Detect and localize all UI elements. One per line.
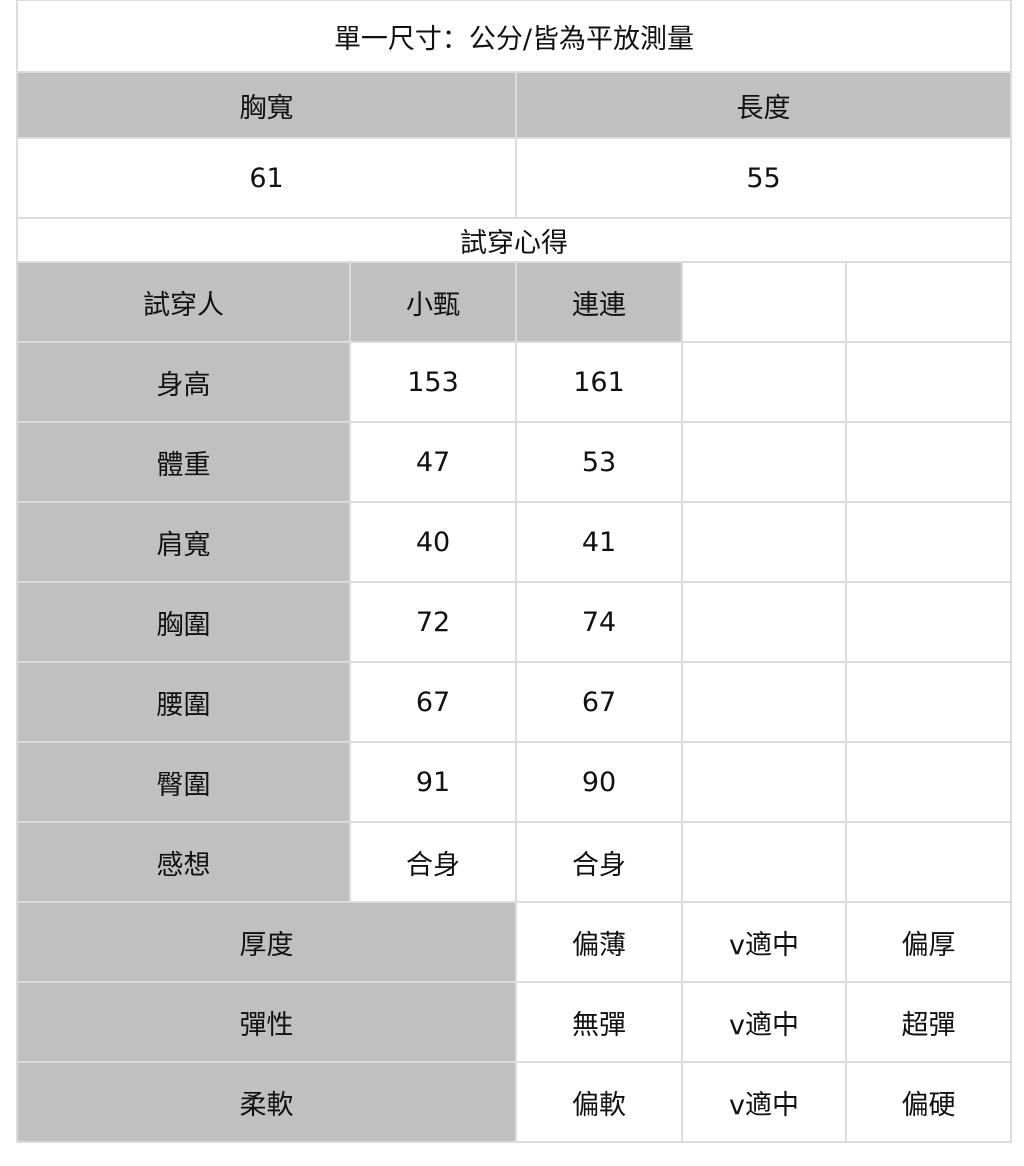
row-empty <box>845 501 1012 583</box>
row-value: 合身 <box>515 821 683 903</box>
attribute-row: 彈性 無彈 v適中 超彈 <box>16 981 1012 1063</box>
row-empty <box>845 741 1012 823</box>
attribute-option: 無彈 <box>515 981 683 1063</box>
table-row: 肩寬 40 41 <box>16 501 1012 583</box>
row-label: 腰圍 <box>16 661 351 743</box>
attribute-label: 柔軟 <box>16 1061 517 1143</box>
table-row: 腰圍 67 67 <box>16 661 1012 743</box>
value-chest-width: 61 <box>16 137 517 219</box>
row-label: 胸圍 <box>16 581 351 663</box>
row-value: 53 <box>515 421 683 503</box>
attribute-label: 彈性 <box>16 981 517 1063</box>
row-value: 40 <box>349 501 517 583</box>
row-empty <box>845 821 1012 903</box>
row-value: 合身 <box>349 821 517 903</box>
header-tester-2: 連連 <box>515 261 683 343</box>
row-empty <box>681 501 847 583</box>
row-value: 153 <box>349 341 517 423</box>
row-empty <box>681 581 847 663</box>
row-empty <box>681 821 847 903</box>
row-label: 肩寬 <box>16 501 351 583</box>
attribute-row: 柔軟 偏軟 v適中 偏硬 <box>16 1061 1012 1143</box>
size-table: 單一尺寸：公分/皆為平放測量 胸寬 長度 61 55 試穿心得 試穿人 小甄 連… <box>16 0 1012 1143</box>
row-label: 身高 <box>16 341 351 423</box>
attribute-option: 偏薄 <box>515 901 683 983</box>
table-row: 胸圍 72 74 <box>16 581 1012 663</box>
row-empty <box>681 421 847 503</box>
row-value: 90 <box>515 741 683 823</box>
header-empty <box>681 261 847 343</box>
attribute-label: 厚度 <box>16 901 517 983</box>
header-tester-1: 小甄 <box>349 261 517 343</box>
row-empty <box>845 421 1012 503</box>
row-empty <box>681 661 847 743</box>
row-label: 體重 <box>16 421 351 503</box>
row-empty <box>681 341 847 423</box>
attribute-option: v適中 <box>681 981 847 1063</box>
table-row: 身高 153 161 <box>16 341 1012 423</box>
header-empty <box>845 261 1012 343</box>
table-title: 單一尺寸：公分/皆為平放測量 <box>16 0 1012 73</box>
row-value: 67 <box>515 661 683 743</box>
row-value: 91 <box>349 741 517 823</box>
row-value: 67 <box>349 661 517 743</box>
row-empty <box>845 581 1012 663</box>
row-value: 161 <box>515 341 683 423</box>
attribute-option: 偏軟 <box>515 1061 683 1143</box>
attribute-option: 超彈 <box>845 981 1012 1063</box>
table-row: 感想 合身 合身 <box>16 821 1012 903</box>
row-empty <box>845 661 1012 743</box>
attribute-row: 厚度 偏薄 v適中 偏厚 <box>16 901 1012 983</box>
header-length: 長度 <box>515 71 1012 139</box>
row-label: 感想 <box>16 821 351 903</box>
attribute-option: 偏厚 <box>845 901 1012 983</box>
header-chest-width: 胸寬 <box>16 71 517 139</box>
attribute-option: v適中 <box>681 901 847 983</box>
value-length: 55 <box>515 137 1012 219</box>
row-empty <box>845 341 1012 423</box>
row-value: 74 <box>515 581 683 663</box>
attribute-option: v適中 <box>681 1061 847 1143</box>
row-value: 72 <box>349 581 517 663</box>
row-empty <box>681 741 847 823</box>
header-tester: 試穿人 <box>16 261 351 343</box>
table-row: 臀圍 91 90 <box>16 741 1012 823</box>
row-label: 臀圍 <box>16 741 351 823</box>
table-row: 體重 47 53 <box>16 421 1012 503</box>
row-value: 41 <box>515 501 683 583</box>
row-value: 47 <box>349 421 517 503</box>
attribute-option: 偏硬 <box>845 1061 1012 1143</box>
section-title: 試穿心得 <box>16 217 1012 263</box>
